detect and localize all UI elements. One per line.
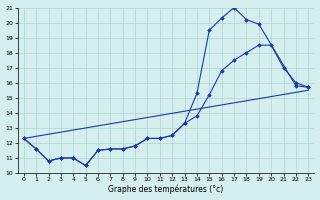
X-axis label: Graphe des températures (°c): Graphe des températures (°c) <box>108 185 224 194</box>
